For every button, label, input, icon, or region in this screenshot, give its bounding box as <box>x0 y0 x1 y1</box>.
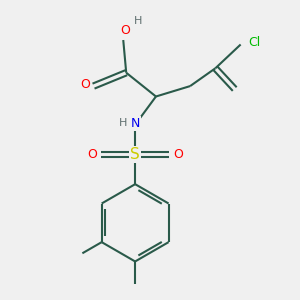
Text: S: S <box>130 147 140 162</box>
Text: H: H <box>134 16 142 26</box>
Text: N: N <box>131 117 140 130</box>
Text: O: O <box>87 148 97 161</box>
Text: O: O <box>80 78 90 91</box>
Text: H: H <box>118 118 127 128</box>
Text: Cl: Cl <box>248 37 260 50</box>
Text: O: O <box>120 24 130 37</box>
Text: O: O <box>173 148 183 161</box>
